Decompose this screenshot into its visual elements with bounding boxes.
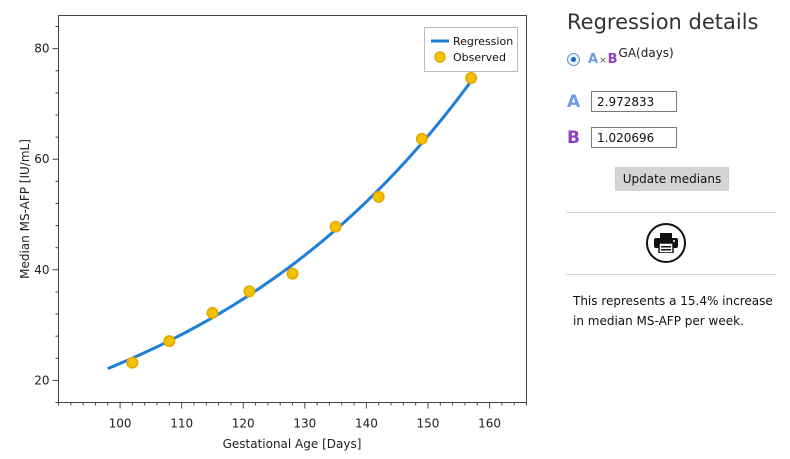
y-tick-label: 20 (34, 373, 49, 387)
model-radio[interactable] (567, 53, 580, 66)
divider-top (566, 212, 776, 213)
summary-text: This represents a 15.4% increase in medi… (573, 294, 773, 328)
y-axis-label: Median MS-AFP [IU/mL] (18, 139, 32, 279)
param-a-row: A (567, 91, 677, 112)
x-tick-label: 100 (109, 417, 132, 431)
param-b-row: B (567, 127, 677, 148)
x-tick-label: 140 (355, 417, 378, 431)
divider-bottom (566, 274, 776, 275)
model-option-exponential[interactable]: A×BGA(days) (567, 46, 674, 72)
param-b-label: B (567, 127, 580, 148)
param-a-label: A (567, 91, 581, 112)
regression-panel: Regression details A×BGA(days) A B Updat… (566, 0, 786, 459)
observed-point (465, 71, 478, 84)
x-tick-label: 120 (232, 417, 255, 431)
formula-exponent: GA(days) (618, 46, 674, 60)
formula-times: × (599, 56, 607, 66)
formula-a: A (588, 52, 599, 67)
y-axis: 20 40 60 80 (34, 26, 59, 403)
y-tick-label: 40 (34, 263, 49, 277)
formula-b: B (607, 52, 618, 67)
y-tick-label: 60 (34, 152, 49, 166)
observed-point (415, 132, 428, 145)
observed-point (286, 267, 299, 280)
x-tick-label: 130 (293, 417, 316, 431)
observed-point (243, 285, 256, 298)
legend-observed-swatch (434, 51, 446, 63)
y-tick-label: 80 (34, 42, 49, 56)
panel-title: Regression details (567, 10, 759, 34)
model-formula: A×BGA(days) (588, 46, 674, 67)
observed-point (163, 335, 176, 348)
plot-frame (58, 15, 527, 403)
x-tick-label: 110 (170, 417, 193, 431)
observed-point (372, 190, 385, 203)
update-medians-button[interactable]: Update medians (615, 167, 729, 191)
observed-point (329, 220, 342, 233)
x-axis-label: Gestational Age [Days] (223, 437, 362, 451)
observed-point (206, 306, 219, 319)
x-axis: 100 110 120 130 140 150 160 (58, 402, 527, 431)
series-layer (107, 71, 478, 370)
legend-regression-label: Regression (453, 35, 513, 48)
x-tick-label: 160 (478, 417, 501, 431)
legend-box (424, 27, 518, 72)
chart: 100 110 120 130 140 150 160 20 40 60 80 Regressio… (18, 15, 527, 451)
legend-observed-label: Observed (453, 51, 506, 64)
legend: Regression Observed (424, 27, 518, 72)
print-button[interactable] (646, 223, 686, 263)
observed-point (126, 356, 139, 369)
x-tick-label: 150 (417, 417, 440, 431)
printer-icon (654, 233, 678, 253)
param-b-input[interactable] (591, 127, 677, 148)
param-a-input[interactable] (591, 91, 677, 112)
